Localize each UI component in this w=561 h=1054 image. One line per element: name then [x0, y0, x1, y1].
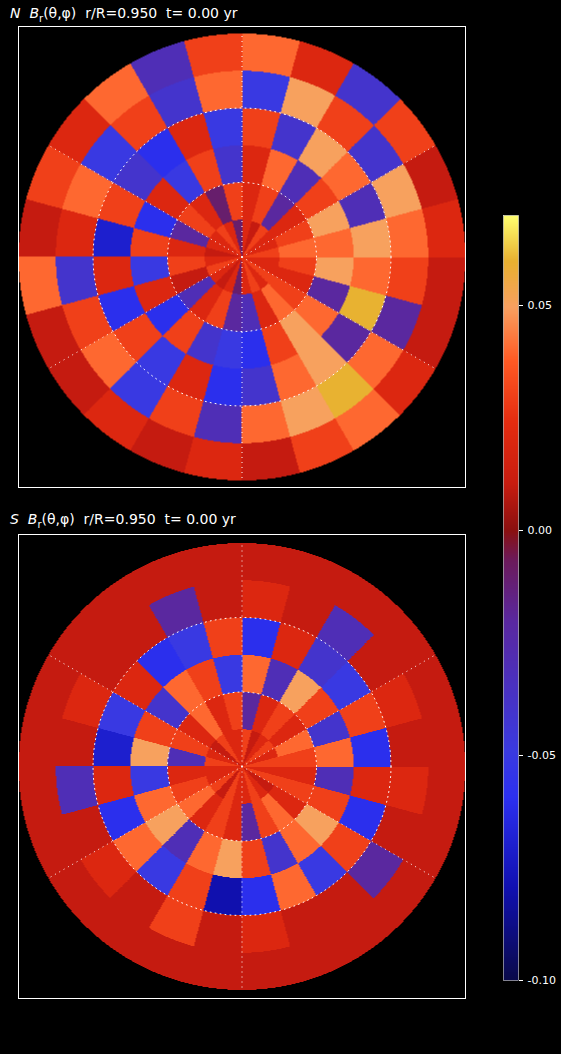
html-text:S: S — [10, 511, 19, 527]
svg-text:-0.05: -0.05 — [528, 749, 556, 762]
html-text:Br(θ,φ) r/R=0.950 t= 0.00 yr: Br(θ,φ) r/R=0.950 t= 0.00 yr — [29, 5, 238, 24]
html-text:Br(θ,φ) r/R=0.950 t= 0.00 yr: Br(θ,φ) r/R=0.950 t= 0.00 yr — [27, 511, 236, 530]
html-text:N: N — [10, 5, 21, 21]
svg-text:0.00: 0.00 — [528, 524, 553, 537]
svg-text:0.05: 0.05 — [528, 299, 553, 312]
svg-text:-0.10: -0.10 — [528, 974, 556, 987]
